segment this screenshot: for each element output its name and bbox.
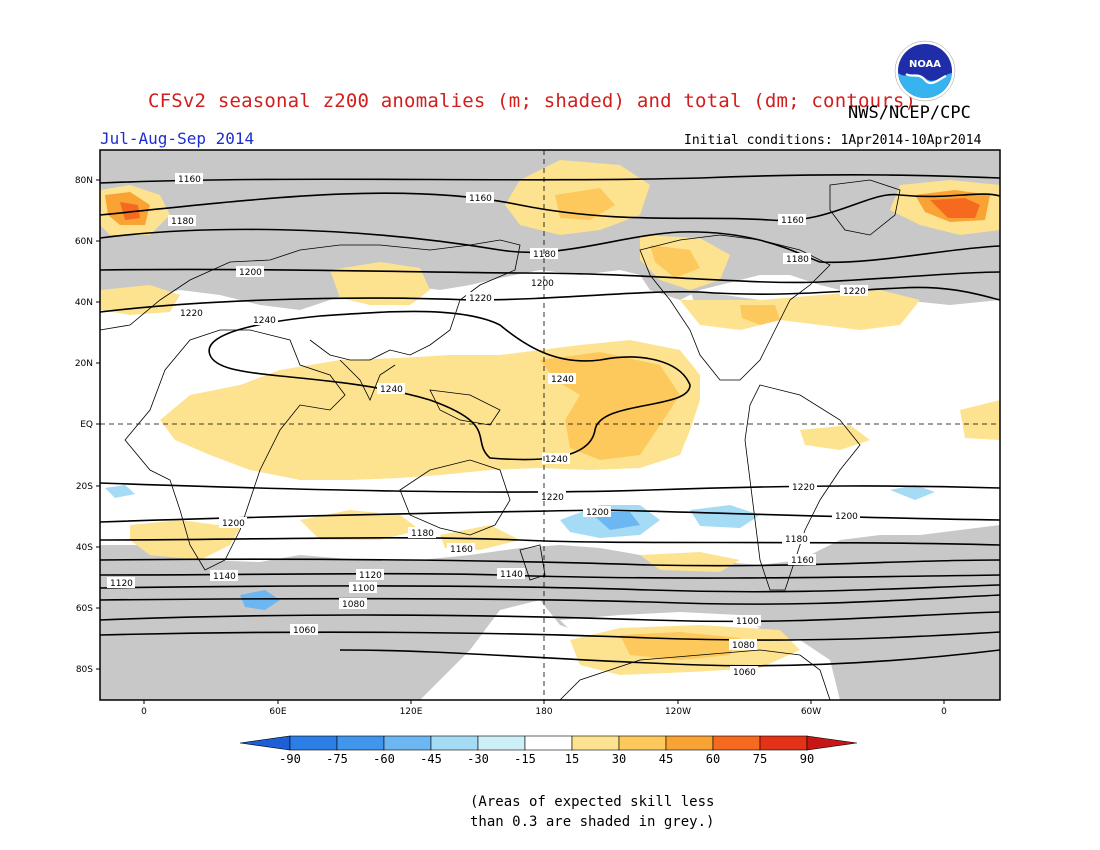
contour-label: 1200: [835, 512, 858, 522]
contour-label: 1120: [359, 571, 382, 581]
logo-text: NOAA: [909, 59, 941, 70]
height-contours: [99, 174, 1001, 667]
lon-labels: 0 60E 120E 180 120W 60W 0: [141, 707, 947, 717]
contour-label: 1220: [792, 483, 815, 493]
contour-label: 1180: [411, 529, 434, 539]
lat-label: 60N: [75, 237, 93, 247]
contour-label: 1200: [222, 519, 245, 529]
contour-label: 1120: [110, 579, 133, 589]
contour-label: 1200: [239, 268, 262, 278]
lat-label: EQ: [80, 420, 93, 430]
contour-label: 1240: [545, 455, 568, 465]
contour-label: 1160: [791, 556, 814, 566]
lat-label: 20S: [76, 482, 93, 492]
contour-label: 1140: [500, 570, 523, 580]
contour-label: 1220: [541, 493, 564, 503]
agency-label: NWS/NCEP/CPC: [848, 103, 971, 123]
contour-label: 1160: [178, 175, 201, 185]
contour-label: 1200: [586, 508, 609, 518]
lon-label: 120W: [665, 707, 691, 717]
lon-label: 60E: [269, 707, 286, 717]
note-line-2: than 0.3 are shaded in grey.): [470, 814, 715, 830]
coastlines: [99, 179, 901, 701]
lon-label: 180: [535, 707, 552, 717]
noaa-logo: NOAA: [894, 40, 956, 102]
contour-label: 1220: [469, 294, 492, 304]
contour-label: 1240: [253, 316, 276, 326]
chart-title: CFSv2 seasonal z200 anomalies (m; shaded…: [148, 90, 917, 112]
contour-label: 1060: [733, 668, 756, 678]
contour-label: 1180: [171, 217, 194, 227]
lat-label: 40S: [76, 543, 93, 553]
lon-axis: [143, 700, 945, 704]
contour-labels: 1160 1160 1180 1160 1180 1180 1200 1200 …: [107, 173, 868, 678]
contour-label: 1160: [469, 194, 492, 204]
lon-label: 60W: [801, 707, 821, 717]
contour-label: 1180: [785, 535, 808, 545]
contour-label: 1140: [213, 572, 236, 582]
lat-label: 40N: [75, 298, 93, 308]
lat-label: 20N: [75, 359, 93, 369]
lat-label: 80N: [75, 176, 93, 186]
contour-label: 1100: [736, 617, 759, 627]
initial-conditions: Initial conditions: 1Apr2014-10Apr2014: [684, 133, 982, 148]
contour-label: 1160: [781, 216, 804, 226]
lon-label: 120E: [400, 707, 423, 717]
skill-note: (Areas of expected skill less than 0.3 a…: [470, 792, 730, 832]
contour-label: 1100: [352, 584, 375, 594]
note-line-1: (Areas of expected skill less: [470, 794, 715, 810]
contour-label: 1160: [450, 545, 473, 555]
contour-label: 1240: [551, 375, 574, 385]
contour-label: 1080: [342, 600, 365, 610]
contour-label: 1180: [533, 250, 556, 260]
lat-label: 60S: [76, 604, 93, 614]
lat-axis: [96, 179, 100, 670]
contour-label: 1220: [180, 309, 203, 319]
season-label: Jul-Aug-Sep 2014: [100, 129, 255, 148]
map-frame: [99, 149, 1001, 701]
contour-label: 1240: [380, 385, 403, 395]
contour-label: 1220: [843, 287, 866, 297]
contour-label: 1060: [293, 626, 316, 636]
lat-labels: 80N 60N 40N 20N EQ 20S 40S 60S 80S: [75, 176, 93, 675]
contour-label: 1180: [786, 255, 809, 265]
contour-label: 1080: [732, 641, 755, 651]
lon-label: 0: [941, 707, 947, 717]
contour-label: 1200: [531, 279, 554, 289]
lon-label: 0: [141, 707, 147, 717]
lat-label: 80S: [76, 665, 93, 675]
